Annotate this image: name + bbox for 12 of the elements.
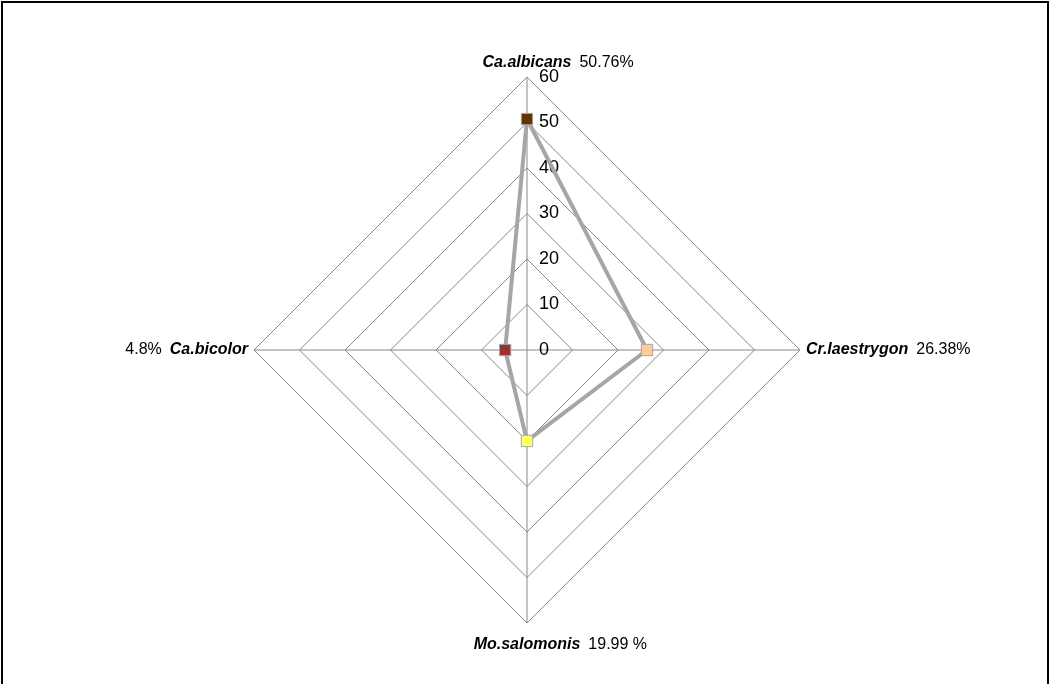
y-tick-label: 50	[539, 111, 560, 132]
text: 50.76%	[579, 53, 634, 71]
text: 19.99 %	[588, 635, 648, 653]
text: 26.38%	[916, 340, 971, 358]
spoke-label: Cr.laestrygon	[806, 340, 909, 358]
y-tick-label: 10	[539, 293, 560, 314]
spoke-label: Ca.bicolor	[169, 340, 249, 358]
y-tick-label: 30	[539, 202, 560, 223]
spoke-label: Mo.salomonis	[473, 635, 581, 653]
y-tick-label: 20	[539, 247, 560, 268]
text: 4.8%	[125, 340, 162, 358]
y-tick-label: 0	[539, 338, 550, 359]
